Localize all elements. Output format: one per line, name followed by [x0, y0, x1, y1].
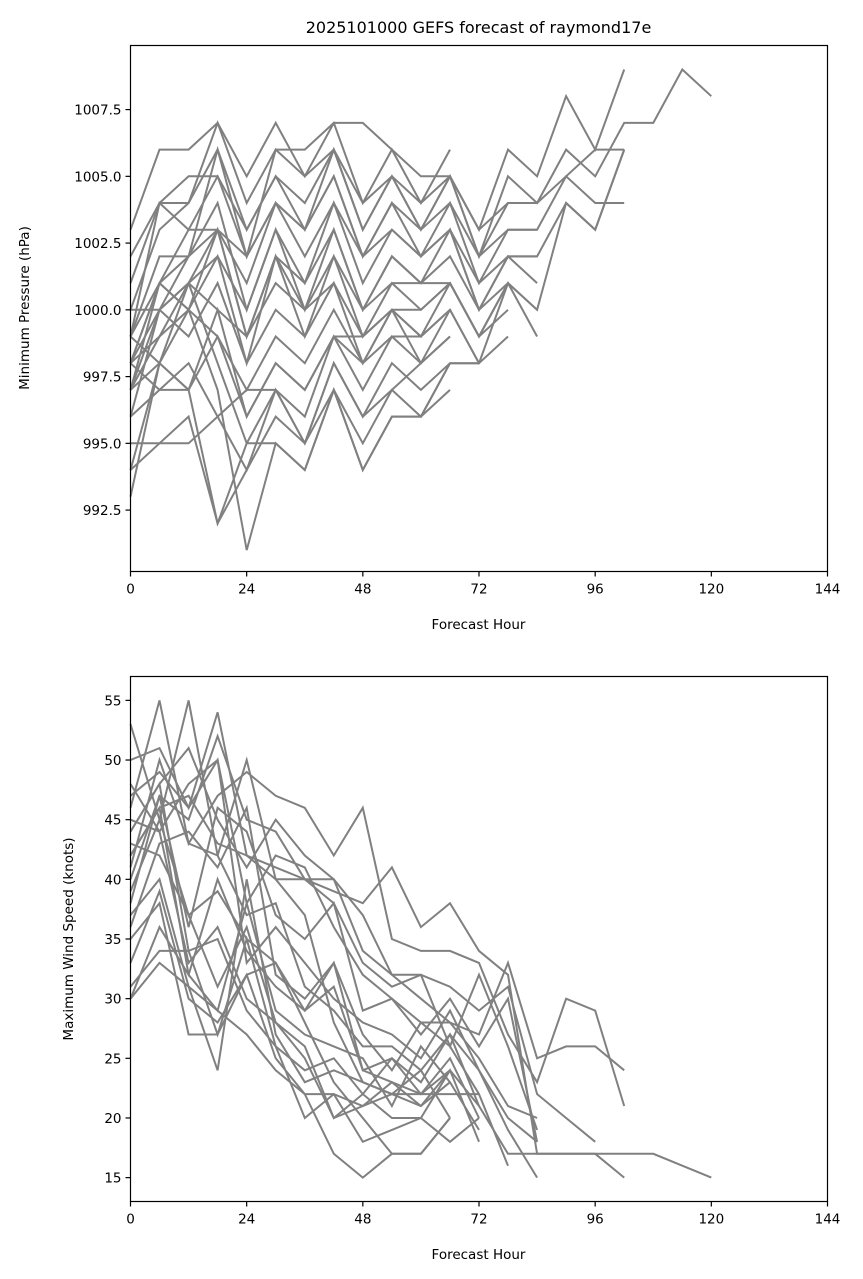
pressure-series-line-member-14 — [129, 281, 509, 365]
wind-x-ticks: 0 24 48 72 96 120 144 — [126, 1201, 841, 1228]
wind-y-tick-label: 40 — [104, 872, 121, 888]
wind-series-line-member-04 — [129, 746, 625, 1072]
pressure-x-ticks: 0 24 48 72 96 120 144 — [126, 571, 841, 598]
wind-x-tick-label: 144 — [815, 1212, 841, 1228]
wind-y-tick-label: 25 — [104, 1051, 121, 1067]
wind-series-line-member-21 — [129, 783, 451, 1120]
pressure-y-tick-label: 997.5 — [83, 370, 122, 386]
wind-axes-frame — [129, 675, 829, 1203]
pressure-series-line-member-02 — [129, 119, 451, 284]
pressure-series-line-member-07 — [129, 173, 538, 337]
pressure-series-line-member-24 — [129, 281, 451, 420]
pressure-chart: 2025101000 GEFS forecast of raymond17e 0… — [17, 18, 840, 633]
pressure-x-tick-label: 72 — [470, 582, 487, 598]
wind-series-line-member-03 — [129, 700, 626, 1107]
wind-x-tick-label: 96 — [587, 1212, 604, 1228]
pressure-series-line-member-21 — [129, 307, 451, 551]
pressure-series-line-member-06 — [129, 146, 509, 364]
pressure-y-tick-label: 1007.5 — [74, 103, 121, 119]
wind-chart: 0 24 48 72 96 120 144 15 20 25 30 35 40 45 50 55 Forec… — [61, 675, 841, 1263]
pressure-x-axis-label: Forecast Hour — [432, 617, 526, 633]
wind-series-line-member-07 — [129, 794, 539, 1131]
pressure-x-tick-label: 0 — [126, 582, 135, 598]
pressure-series-line-member-11 — [129, 226, 538, 391]
wind-y-tick-label: 15 — [104, 1171, 121, 1187]
pressure-series-line-member-03 — [129, 67, 712, 260]
pressure-y-tick-label: 995.0 — [83, 436, 122, 452]
wind-series-group — [129, 700, 712, 1179]
wind-y-tick-label: 55 — [104, 693, 121, 709]
wind-y-tick-label: 20 — [104, 1111, 121, 1127]
pressure-x-tick-label: 24 — [238, 582, 255, 598]
pressure-series-line-member-08 — [129, 149, 626, 364]
wind-y-ticks: 15 20 25 30 35 40 45 50 55 — [104, 693, 131, 1187]
pressure-x-tick-label: 144 — [815, 582, 841, 598]
pressure-series-group — [129, 67, 712, 551]
pressure-y-tick-label: 1000.0 — [74, 303, 121, 319]
wind-x-tick-label: 0 — [126, 1212, 135, 1228]
wind-x-tick-label: 48 — [354, 1212, 371, 1228]
wind-x-tick-label: 24 — [238, 1212, 255, 1228]
wind-y-tick-label: 50 — [104, 753, 121, 769]
pressure-series-line-member-01 — [129, 69, 626, 233]
pressure-y-tick-label: 1002.5 — [74, 236, 121, 252]
pressure-y-tick-label: 992.5 — [83, 503, 122, 519]
wind-series-line-member-20 — [129, 961, 451, 1179]
wind-y-tick-label: 35 — [104, 932, 121, 948]
wind-y-axis-label: Maximum Wind Speed (knots) — [61, 837, 77, 1040]
pressure-series-line-member-22 — [129, 335, 451, 527]
wind-series-line-member-10 — [129, 756, 538, 1143]
wind-series-line-member-22 — [130, 842, 451, 1120]
wind-x-tick-label: 72 — [470, 1212, 487, 1228]
wind-y-tick-label: 45 — [104, 813, 121, 829]
wind-x-axis-label: Forecast Hour — [432, 1247, 526, 1263]
pressure-series-line-member-23 — [129, 280, 451, 446]
pressure-y-tick-label: 1005.0 — [74, 169, 121, 185]
wind-series-line-member-06 — [129, 757, 539, 1142]
wind-series-line-member-19 — [129, 900, 451, 1155]
wind-series-line-member-02 — [130, 712, 625, 1179]
wind-y-tick-label: 30 — [104, 992, 121, 1008]
wind-series-line-member-17 — [129, 888, 480, 1144]
pressure-x-tick-label: 48 — [354, 582, 371, 598]
wind-series-line-member-09 — [130, 758, 538, 1179]
pressure-y-ticks: 992.5 995.0 997.5 1000.0 1002.5 1005.0 1007.5 — [74, 103, 131, 519]
pressure-x-tick-label: 120 — [698, 582, 724, 598]
wind-series-line-member-08 — [129, 795, 538, 1119]
wind-series-line-member-05 — [129, 733, 596, 1143]
wind-x-tick-label: 120 — [698, 1212, 724, 1228]
wind-series-line-member-14 — [129, 805, 480, 1131]
pressure-x-tick-label: 96 — [587, 582, 604, 598]
chart-title: 2025101000 GEFS forecast of raymond17e — [306, 18, 652, 37]
pressure-y-axis-label: Minimum Pressure (hPa) — [17, 226, 33, 390]
